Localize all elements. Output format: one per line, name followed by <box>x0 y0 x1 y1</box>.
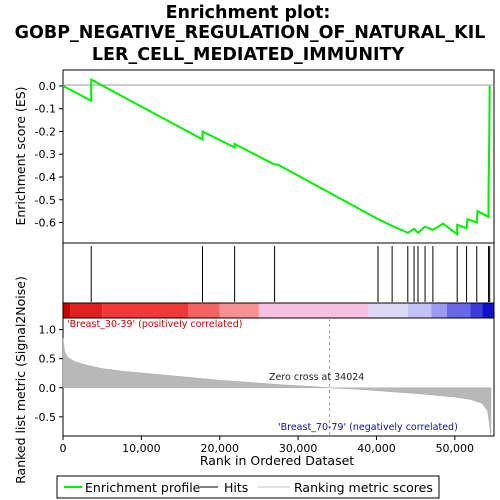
colorbar-segment <box>431 303 447 318</box>
legend-metric-label: Ranking metric scores <box>294 480 433 495</box>
colorbar-segment <box>470 303 483 318</box>
negative-correlation-label: 'Breast_70-79' (negatively correlated) <box>278 422 458 433</box>
hits-markers <box>90 246 491 302</box>
colorbar-segment <box>70 303 103 318</box>
x-tick-label: 50,000 <box>436 442 475 455</box>
enrichment-score-panel: 0.0 -0.1 -0.2 -0.3 -0.4 -0.5 -0.6 <box>35 69 495 244</box>
x-tick-label: 20,000 <box>200 442 239 455</box>
es-axis-ticks: 0.0 -0.1 -0.2 -0.3 -0.4 -0.5 -0.6 <box>35 80 63 230</box>
rank-colorbar <box>62 302 495 319</box>
legend-frame <box>56 475 440 499</box>
x-axis-label: Rank in Ordered Dataset <box>200 453 354 468</box>
hits-panel-frame <box>62 242 495 304</box>
x-tick-label: 10,000 <box>122 442 161 455</box>
colorbar-segment <box>63 303 71 318</box>
colorbar-segment <box>188 303 220 318</box>
metric-tick-label: 0.5 <box>39 353 57 366</box>
es-tick-label: -0.2 <box>35 125 56 138</box>
colorbar-segment <box>102 303 189 318</box>
colorbar-segment <box>258 303 369 318</box>
metric-axis-ticks: 1.0 0.5 0.0 -0.5 <box>35 324 63 424</box>
colorbar-segment <box>446 303 471 318</box>
es-panel-frame <box>62 69 495 244</box>
x-tick-label: 0 <box>60 442 67 455</box>
chart-title-line-1: Enrichment plot: <box>166 3 331 23</box>
colorbar-segment <box>368 303 408 318</box>
x-axis-ticks: 0 10,000 20,000 30,000 40,000 50,000 <box>60 436 475 455</box>
es-tick-label: -0.4 <box>35 171 56 184</box>
ranking-metric-area <box>62 338 492 436</box>
es-axis-label: Enrichment score (ES) <box>13 86 28 225</box>
metric-tick-label: 0.0 <box>39 382 57 395</box>
es-tick-label: -0.1 <box>35 103 56 116</box>
es-tick-label: -0.5 <box>35 194 56 207</box>
legend: Enrichment profile Hits Ranking metric s… <box>56 475 440 499</box>
colorbar-segment <box>407 303 432 318</box>
metric-tick-label: -0.5 <box>35 411 56 424</box>
enrichment-profile-line <box>62 77 491 237</box>
ranking-metric-panel: 1.0 0.5 0.0 -0.5 'Breast_30-39' (positively… <box>35 317 495 437</box>
es-tick-label: -0.6 <box>35 217 56 230</box>
hits-panel <box>62 242 495 304</box>
colorbar-segment <box>482 303 494 318</box>
zero-cross-label: Zero cross at 34024 <box>269 372 364 383</box>
colorbar-segment <box>219 303 259 318</box>
legend-enrichment-label: Enrichment profile <box>85 480 201 495</box>
metric-axis-label: Ranked list metric (Signal2Noise) <box>13 276 28 484</box>
x-tick-label: 40,000 <box>357 442 396 455</box>
es-tick-label: 0.0 <box>39 80 57 93</box>
x-tick-label: 30,000 <box>279 442 318 455</box>
legend-hits-label: Hits <box>224 480 248 495</box>
chart-title-line-3: LER_CELL_MEDIATED_IMMUNITY <box>92 45 405 65</box>
es-tick-label: -0.3 <box>35 148 56 161</box>
positive-correlation-label: 'Breast_30-39' (positively correlated) <box>67 319 243 330</box>
metric-tick-label: 1.0 <box>39 324 57 337</box>
chart-title-line-2: GOBP_NEGATIVE_REGULATION_OF_NATURAL_KIL <box>15 23 486 43</box>
